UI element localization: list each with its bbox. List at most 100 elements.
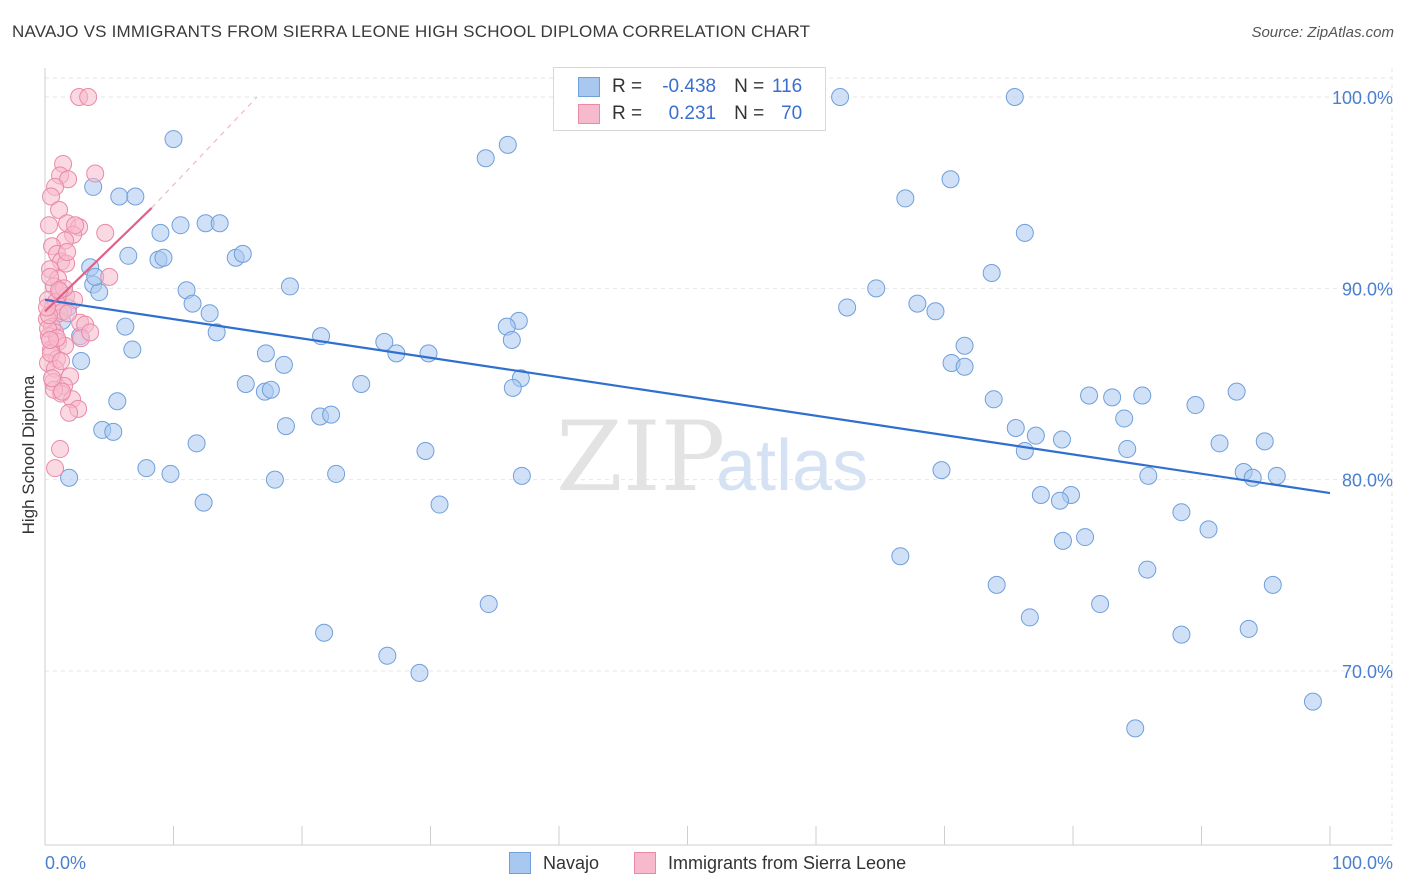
y-axis-title: High School Diploma: [19, 375, 38, 534]
n-label: N =: [734, 103, 765, 124]
navajo-point: [1172, 625, 1191, 644]
sierra-leone-point: [41, 330, 60, 349]
navajo-point: [1239, 619, 1258, 638]
legend-item-navajo[interactable]: Navajo: [509, 852, 599, 874]
navajo-point: [137, 459, 156, 478]
n-value: 70: [781, 103, 803, 124]
navajo-point: [194, 493, 213, 512]
navajo-point: [200, 304, 219, 323]
navajo-point: [1031, 485, 1050, 504]
navajo-point: [116, 317, 135, 336]
navajo-point: [867, 279, 886, 298]
navajo-swatch: [578, 77, 600, 97]
navajo-point: [1103, 388, 1122, 407]
navajo-point: [1006, 419, 1025, 438]
navajo-point: [987, 575, 1006, 594]
navajo-point: [236, 375, 255, 393]
sierra-leone-point: [60, 403, 79, 422]
navajo-point: [161, 464, 180, 483]
navajo-point: [416, 441, 435, 460]
sierra-leone-point: [86, 164, 105, 183]
chart-title: NAVAJO VS IMMIGRANTS FROM SIERRA LEONE H…: [12, 22, 811, 41]
navajo-point: [1052, 430, 1071, 449]
legend-row-sierra-leone: R = 0.231 N = 70: [578, 101, 802, 127]
navajo-point: [352, 375, 371, 393]
sierra-leone-point: [38, 298, 57, 317]
navajo-point: [1005, 88, 1024, 106]
x-tick-label: 0.0%: [45, 853, 86, 873]
sierra-leone-point: [51, 440, 70, 459]
navajo-point: [1115, 409, 1134, 428]
navajo-point: [261, 380, 280, 399]
navajo-point: [274, 355, 293, 374]
navajo-point: [1243, 468, 1262, 487]
navajo-point: [1118, 440, 1137, 459]
watermark-zip: ZIP: [556, 401, 725, 513]
navajo-point: [476, 149, 495, 168]
navajo-point: [1080, 386, 1099, 405]
y-tick-label: 100.0%: [1332, 88, 1393, 108]
navajo-point: [891, 547, 910, 566]
sierra-leone-point: [43, 369, 62, 388]
navajo-point: [1133, 386, 1152, 405]
navajo-point: [926, 302, 945, 321]
navajo-point: [1053, 531, 1072, 550]
navajo-point: [187, 434, 206, 453]
sierra-leone-point: [66, 216, 85, 235]
sierra-leone-point: [100, 267, 119, 286]
navajo-point: [1210, 434, 1229, 453]
navajo-point: [183, 294, 202, 313]
navajo-point: [1026, 426, 1045, 445]
navajo-point: [1138, 560, 1157, 579]
navajo-point: [126, 187, 145, 206]
navajo-point: [1015, 223, 1034, 242]
navajo-point: [1172, 503, 1191, 522]
navajo-point: [1020, 608, 1039, 627]
navajo-point: [72, 352, 91, 371]
navajo-point: [1227, 382, 1246, 401]
sierra-leone-swatch: [634, 852, 656, 874]
navajo-swatch: [509, 852, 531, 874]
series-sierra-leone: [38, 88, 119, 478]
y-tick-label: 80.0%: [1342, 471, 1393, 491]
legend-label: Immigrants from Sierra Leone: [668, 852, 907, 873]
navajo-point: [123, 340, 142, 359]
navajo-point: [1015, 441, 1034, 460]
navajo-point: [1126, 719, 1145, 738]
sierra-leone-trend-extension: [151, 96, 258, 209]
y-tick-label: 90.0%: [1342, 279, 1393, 299]
legend-row-navajo: R = -0.438 N = 116: [578, 74, 802, 100]
navajo-point: [164, 130, 183, 149]
trend-lines: [44, 96, 1331, 495]
navajo-point: [1267, 466, 1286, 485]
navajo-point: [512, 466, 531, 485]
r-label: R =: [612, 76, 643, 97]
sierra-leone-point: [40, 216, 59, 235]
n-value: 116: [771, 76, 803, 97]
y-tick-labels: 100.0% 90.0% 80.0% 70.0%: [1332, 88, 1393, 682]
legend-item-sierra-leone[interactable]: Immigrants from Sierra Leone: [634, 852, 906, 874]
navajo-point: [210, 214, 229, 233]
navajo-point: [110, 187, 129, 206]
navajo-point: [104, 422, 123, 441]
legend-label: Navajo: [543, 852, 600, 873]
navajo-point: [280, 277, 299, 296]
sierra-leone-point: [81, 323, 100, 342]
navajo-point: [108, 392, 127, 411]
r-value: -0.438: [662, 76, 717, 97]
source-label: Source: ZipAtlas.com: [1251, 24, 1394, 41]
y-tick-label: 70.0%: [1342, 662, 1393, 682]
sierra-leone-swatch: [578, 104, 600, 124]
navajo-point: [90, 283, 109, 302]
navajo-point: [1303, 692, 1322, 711]
navajo-point: [119, 246, 138, 265]
sierra-leone-point: [79, 88, 98, 106]
navajo-point: [503, 378, 522, 397]
watermark-atlas: atlas: [716, 426, 868, 506]
navajo-point: [315, 623, 334, 642]
navajo-point: [276, 417, 295, 436]
series-legend: Navajo Immigrants from Sierra Leone: [0, 852, 1406, 878]
sierra-leone-point: [58, 242, 77, 261]
r-label: R =: [612, 103, 643, 124]
